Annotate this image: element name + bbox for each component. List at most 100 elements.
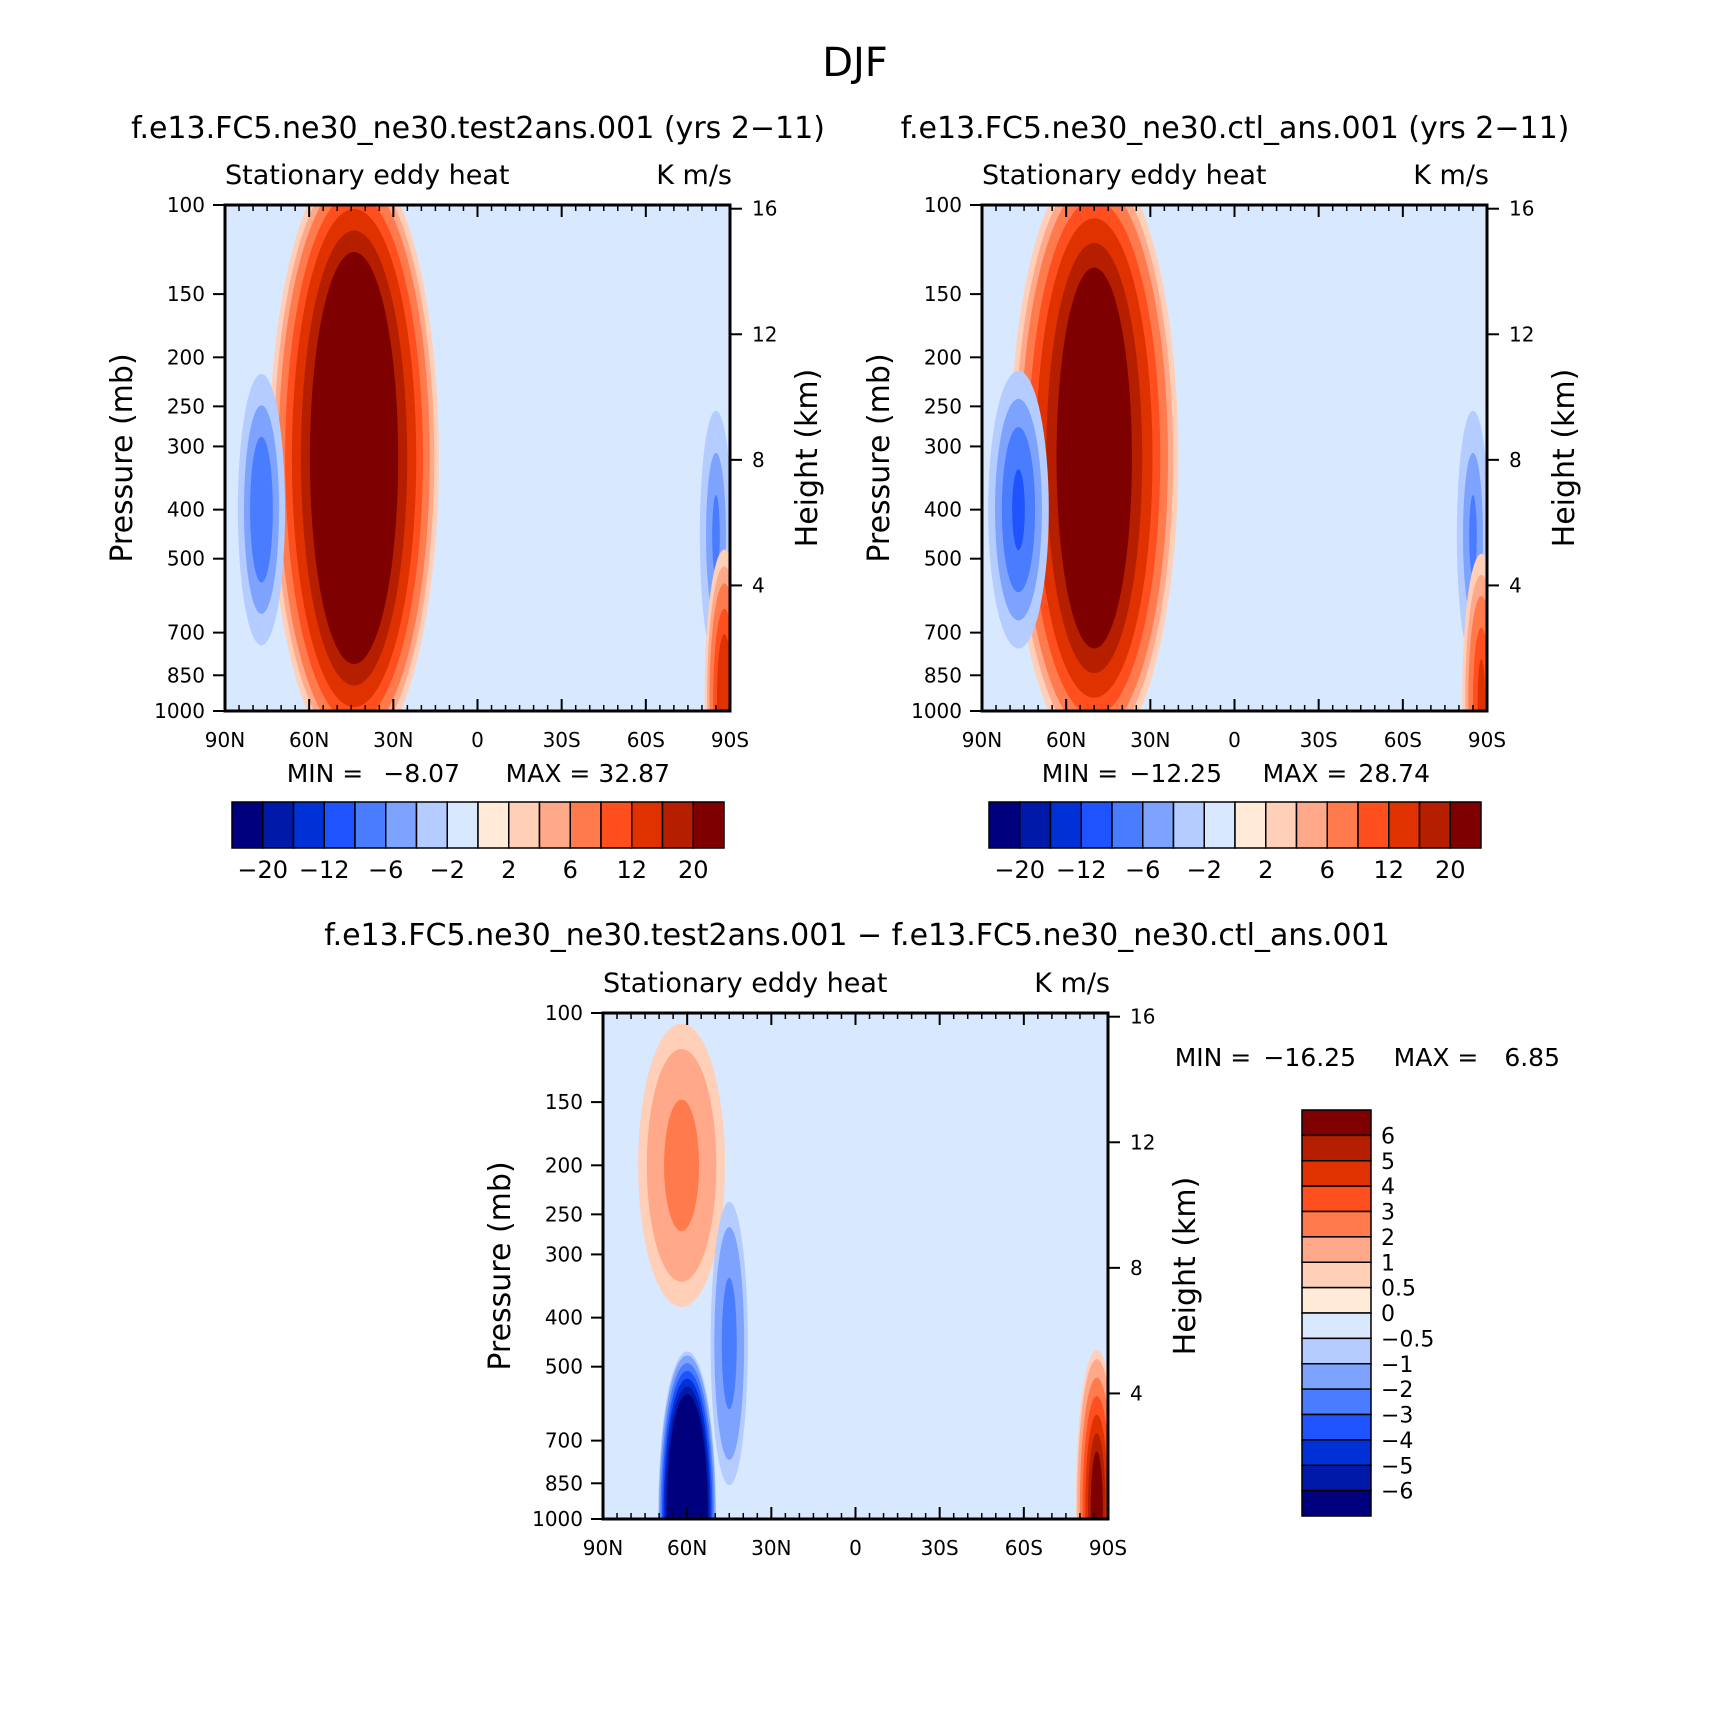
x-tick-label: 0: [849, 1536, 862, 1560]
colorbar-label: −2: [1187, 856, 1222, 884]
colorbar-box: [1301, 1312, 1372, 1340]
colorbar-label: 20: [1435, 856, 1466, 884]
colorbar-label: 3: [1381, 1201, 1395, 1226]
y-right-tick-label: 16: [752, 197, 777, 221]
contour-field: [225, 205, 730, 711]
colorbar-box: [508, 801, 541, 849]
colorbar-label: 6: [563, 856, 578, 884]
colorbar-label: −2: [430, 856, 465, 884]
colorbar-box: [1357, 801, 1390, 849]
colorbar-label: 2: [1258, 856, 1273, 884]
y-axis-right-label: Height (km): [1168, 1177, 1203, 1356]
contour-band: [666, 1394, 708, 1519]
colorbar-box: [1301, 1464, 1372, 1492]
contour-band: [712, 495, 720, 577]
min-label: MIN =: [1042, 759, 1119, 788]
panel-test: f.e13.FC5.ne30_ne30.test2ans.001 (yrs 2−…: [105, 111, 825, 884]
colorbar-label: −0.5: [1381, 1327, 1434, 1352]
colorbar-label: 6: [1381, 1124, 1395, 1149]
y-right-tick-label: 16: [1130, 1005, 1155, 1029]
colorbar-box: [1418, 801, 1451, 849]
colorbar-box: [292, 801, 325, 849]
colorbar-label: 20: [678, 856, 709, 884]
contour-band: [721, 1277, 737, 1410]
colorbar-box: [1301, 1210, 1372, 1238]
contour-band: [1056, 267, 1132, 649]
x-tick-label: 60N: [667, 1536, 707, 1560]
y-tick-label: 100: [924, 193, 962, 217]
x-tick-label: 30N: [373, 728, 413, 752]
colorbar-box: [1301, 1236, 1372, 1263]
y-tick-label: 300: [924, 434, 962, 458]
colorbar-box: [1019, 801, 1052, 849]
y-tick-label: 200: [545, 1153, 583, 1177]
y-right-tick-label: 12: [1509, 322, 1534, 346]
colorbar-label: −12: [1056, 856, 1107, 884]
colorbar: −20 −12 −6 −2 2 6 12 20: [988, 801, 1482, 884]
x-tick-label: 90N: [205, 728, 245, 752]
panel-control: f.e13.FC5.ne30_ne30.ctl_ans.001 (yrs 2−1…: [862, 111, 1582, 884]
panel-title: f.e13.FC5.ne30_ne30.ctl_ans.001 (yrs 2−1…: [901, 111, 1570, 146]
colorbar-label: 1: [1381, 1251, 1395, 1276]
x-tick-label: 30N: [751, 1536, 791, 1560]
contour-field: [603, 1013, 1108, 1519]
colorbar-box: [1301, 1134, 1372, 1162]
colorbar-box: [1049, 801, 1082, 849]
y-axis-right-label: Height (km): [790, 369, 825, 548]
colorbar-box: [1388, 801, 1421, 849]
y-tick-label: 500: [167, 547, 205, 571]
colorbar-label: −5: [1381, 1454, 1413, 1479]
panel-units: K m/s: [1413, 160, 1489, 191]
colorbar-box: [1301, 1413, 1372, 1441]
y-tick-label: 700: [545, 1429, 583, 1453]
colorbar-label: −6: [1125, 856, 1160, 884]
x-tick-label: 90S: [711, 728, 749, 752]
colorbar-box: [1449, 801, 1482, 849]
panel-title: f.e13.FC5.ne30_ne30.test2ans.001 − f.e13…: [324, 918, 1390, 953]
y-axis-right-label: Height (km): [1547, 369, 1582, 548]
colorbar-label: 12: [616, 856, 647, 884]
x-tick-label: 60N: [1046, 728, 1086, 752]
colorbar-box: [569, 801, 602, 849]
y-tick-label: 400: [924, 498, 962, 522]
y-tick-label: 150: [924, 282, 962, 306]
contour-band: [1090, 1451, 1103, 1519]
colorbar-box: [385, 801, 418, 849]
panel-left-string: Stationary eddy heat: [982, 160, 1267, 191]
y-right-tick-label: 4: [752, 573, 765, 597]
y-tick-label: 850: [545, 1471, 583, 1495]
colorbar-box: [1295, 801, 1328, 849]
colorbar-box: [1301, 1109, 1372, 1137]
x-tick-label: 0: [471, 728, 484, 752]
colorbar-box: [1080, 801, 1113, 849]
y-axis-label: Pressure (mb): [862, 353, 897, 562]
x-tick-label: 90N: [583, 1536, 623, 1560]
colorbar-box: [1301, 1388, 1372, 1416]
y-tick-label: 150: [545, 1090, 583, 1114]
min-value: −12.25: [1129, 759, 1222, 788]
colorbar-box: [323, 801, 356, 849]
x-tick-label: 30S: [1300, 728, 1338, 752]
max-value: 28.74: [1358, 759, 1430, 788]
y-tick-label: 200: [167, 345, 205, 369]
colorbar-box: [262, 801, 295, 849]
colorbar-label: −2: [1381, 1378, 1413, 1403]
colorbar-label: −6: [1381, 1480, 1413, 1505]
y-tick-label: 150: [167, 282, 205, 306]
colorbar-box: [1301, 1489, 1372, 1517]
y-tick-label: 1000: [911, 699, 962, 723]
y-right-tick-label: 8: [752, 448, 765, 472]
x-tick-label: 60N: [289, 728, 329, 752]
colorbar-label: −1: [1381, 1353, 1413, 1378]
x-tick-label: 90S: [1468, 728, 1506, 752]
max-label: MAX =: [506, 759, 591, 788]
x-tick-label: 30N: [1130, 728, 1170, 752]
colorbar-box: [446, 801, 479, 849]
colorbar-box: [988, 801, 1021, 849]
colorbar-label: 0.5: [1381, 1277, 1416, 1302]
colorbar-box: [1301, 1261, 1372, 1289]
x-tick-label: 60S: [627, 728, 665, 752]
y-tick-label: 400: [167, 498, 205, 522]
